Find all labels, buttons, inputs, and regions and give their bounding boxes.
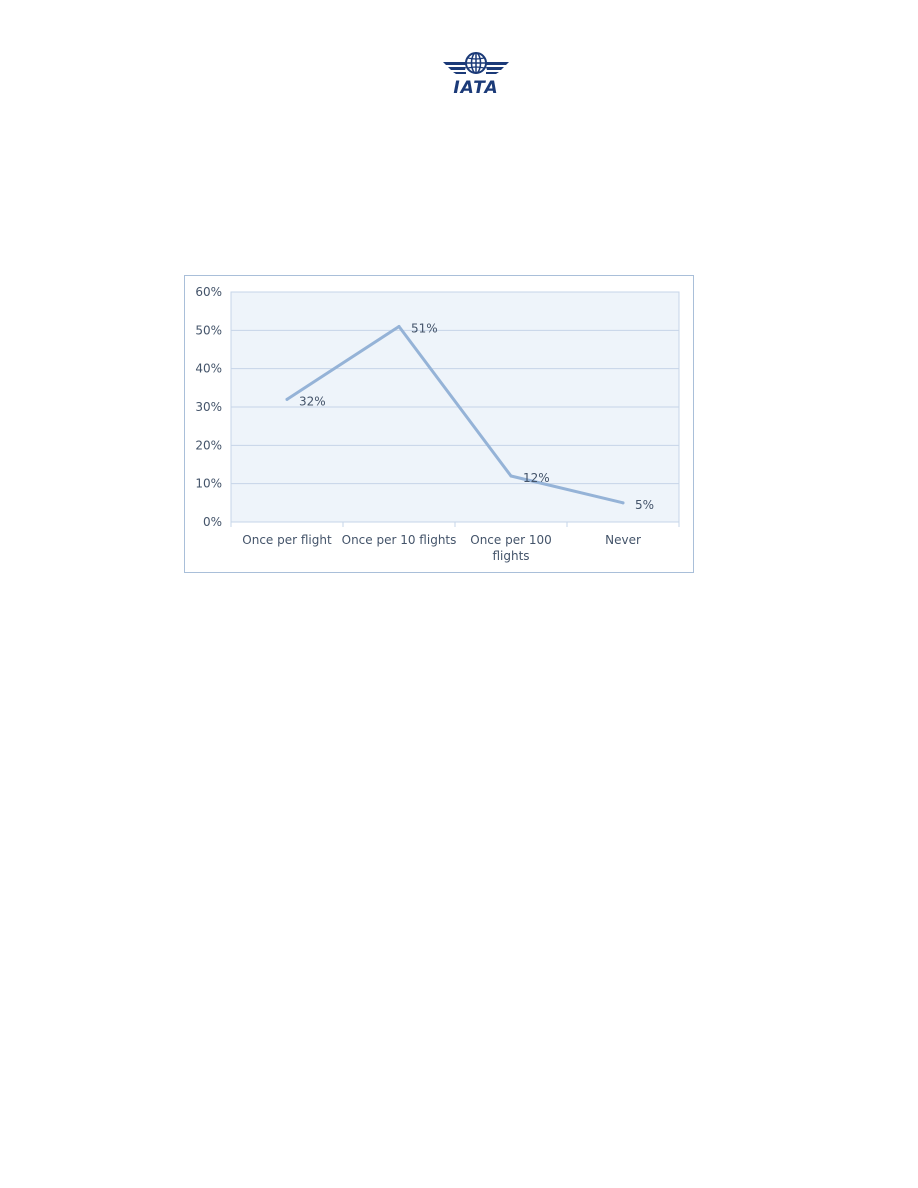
y-tick-label: 30%: [195, 400, 222, 414]
iata-logo: IATA: [441, 50, 511, 98]
data-point: [509, 474, 513, 478]
y-tick-label: 50%: [195, 323, 222, 337]
data-label: 32%: [299, 394, 326, 408]
logo-text: IATA: [453, 78, 499, 98]
globe-wings-icon: [443, 52, 509, 74]
data-point: [621, 501, 625, 505]
data-label: 51%: [411, 322, 438, 336]
y-tick-label: 20%: [195, 438, 222, 452]
x-tick-label: Never: [605, 533, 641, 547]
data-label: 12%: [523, 471, 550, 485]
data-point: [285, 397, 289, 401]
y-tick-label: 40%: [195, 362, 222, 376]
data-point: [397, 325, 401, 328]
y-tick-label: 10%: [195, 477, 222, 491]
series-line: [285, 325, 625, 505]
x-tick-label: Once per 100: [470, 533, 552, 547]
data-label: 5%: [635, 498, 654, 512]
chart-frame: 0% 10% 20% 30% 40% 50% 60% Once per flight Once …: [184, 275, 694, 573]
line-chart: 0% 10% 20% 30% 40% 50% 60% Once per flight Once …: [195, 285, 680, 563]
y-tick-label: 60%: [195, 285, 222, 299]
x-tick-label: Once per 10 flights: [342, 533, 457, 547]
y-tick-label: 0%: [203, 515, 222, 529]
x-tick-label: Once per flight: [242, 533, 332, 547]
x-tick-label: flights: [492, 549, 529, 563]
